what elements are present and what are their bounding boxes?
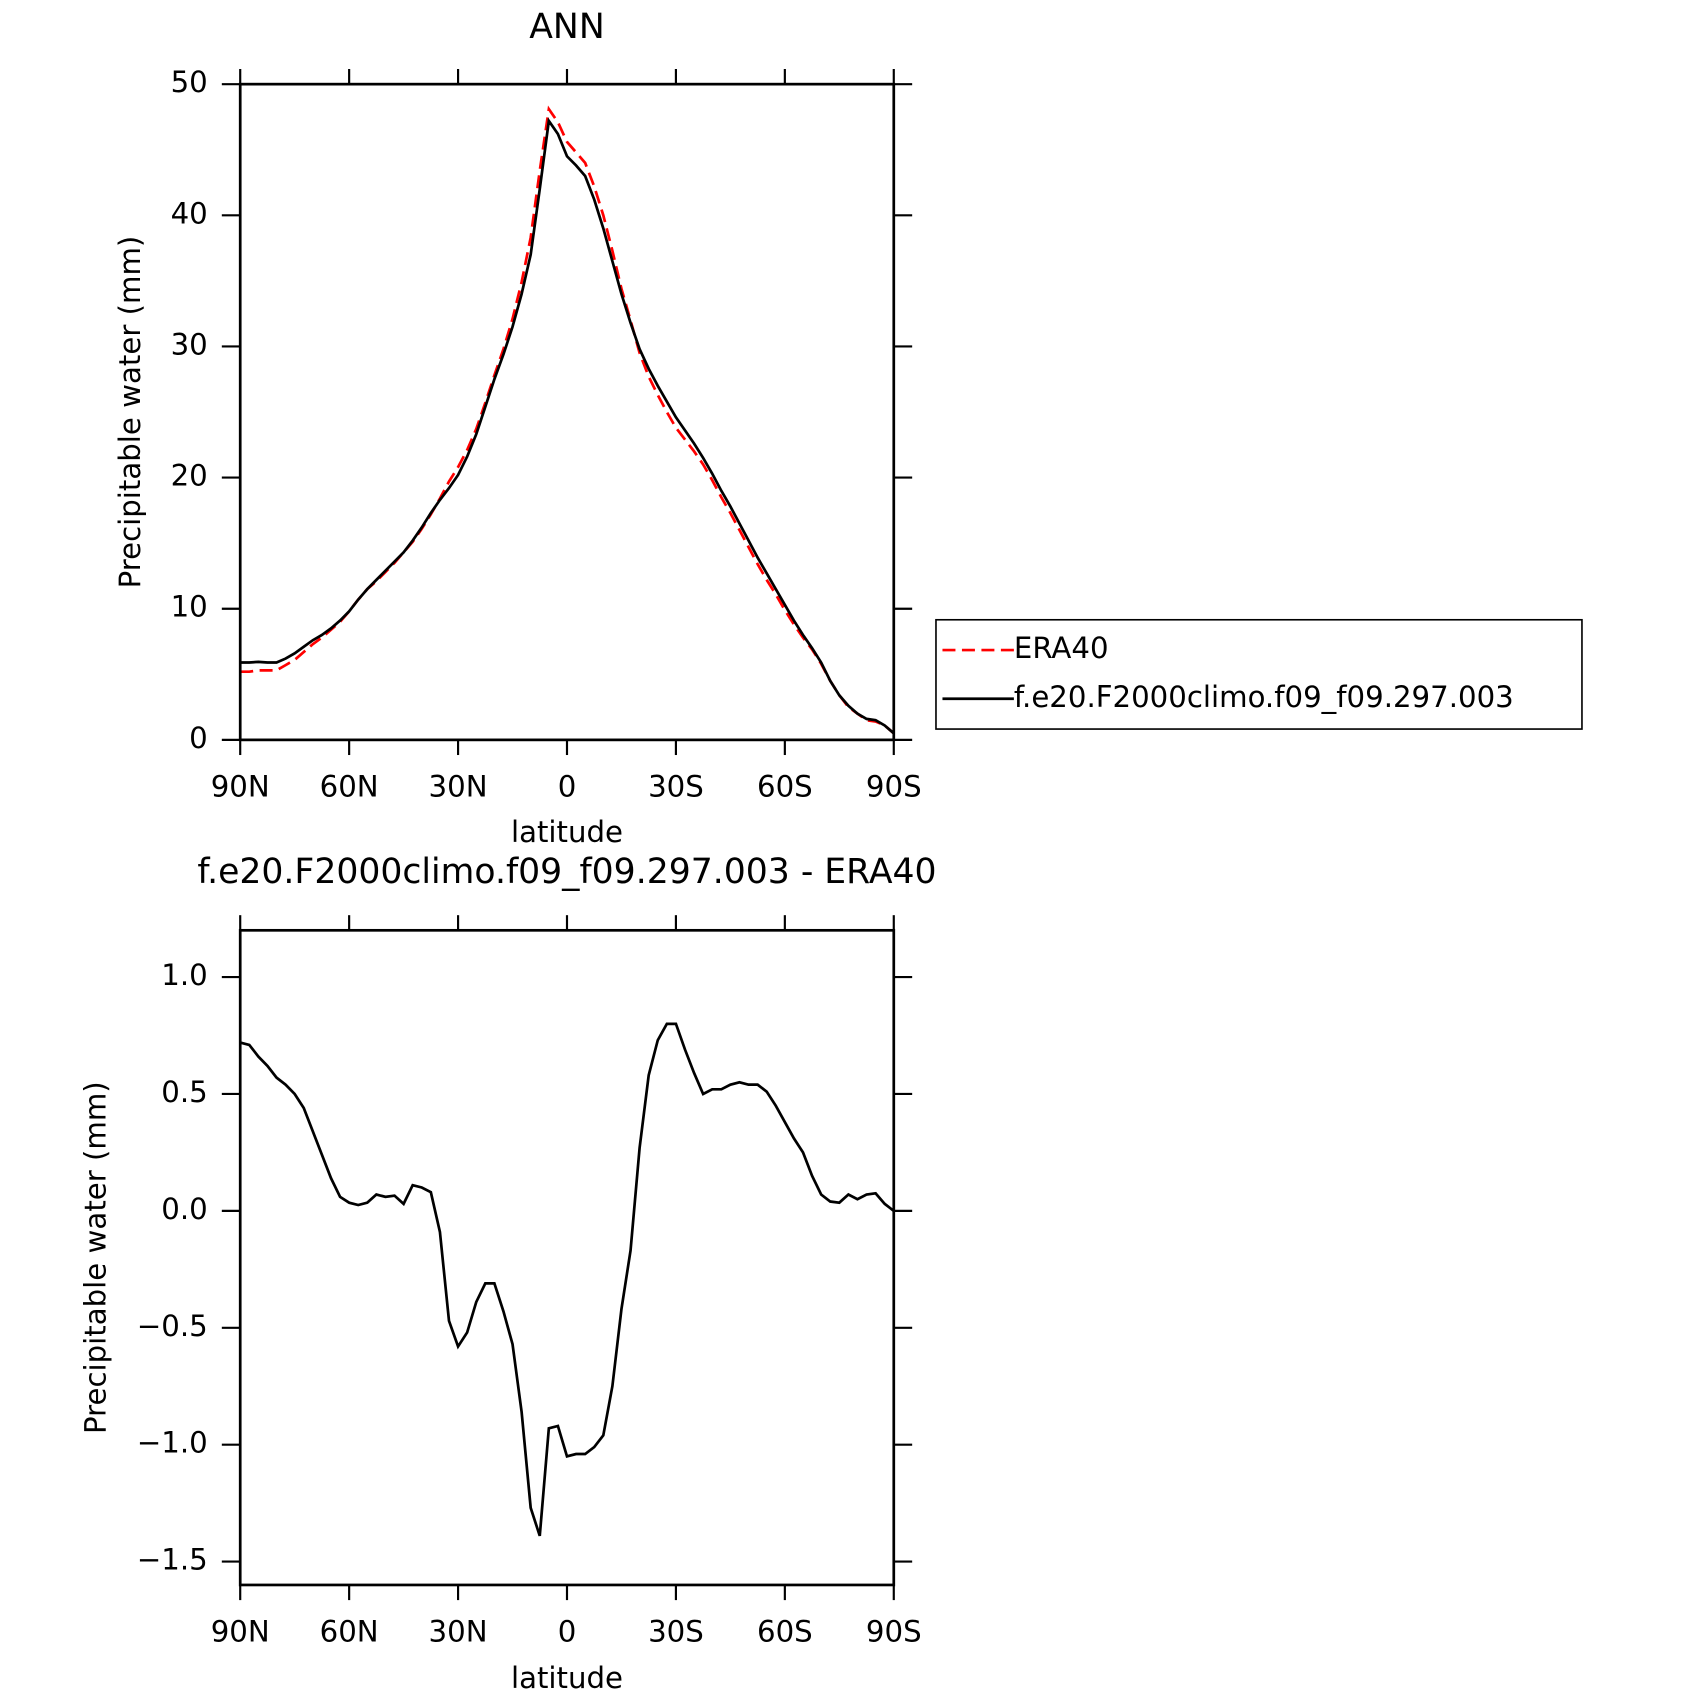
y-tick-label: 0.5 bbox=[161, 1075, 207, 1109]
y-tick-label: 1.0 bbox=[161, 958, 207, 992]
plot-frame bbox=[238, 928, 896, 1587]
x-tick-label: 0 bbox=[558, 770, 577, 804]
data-line bbox=[240, 117, 895, 735]
y-tick-label: −1.5 bbox=[137, 1543, 208, 1577]
y-axis-label: Precipitable water (mm) bbox=[78, 1081, 112, 1434]
x-tick-label: 60S bbox=[757, 1615, 813, 1649]
x-tick-label: 30S bbox=[648, 1615, 704, 1649]
x-tick-label: 90N bbox=[211, 770, 270, 804]
x-tick-label: 60N bbox=[320, 1615, 379, 1649]
legend: ERA40 f.e20.F2000climo.f09_f09.297.003 bbox=[935, 618, 1583, 730]
x-tick-label: 30S bbox=[648, 770, 704, 804]
x-tick-label: 90N bbox=[211, 1615, 270, 1649]
y-tick-label: 40 bbox=[171, 196, 208, 230]
y-tick-label: 10 bbox=[171, 590, 208, 624]
x-axis-label: latitude bbox=[511, 1661, 623, 1694]
y-tick-label: −0.5 bbox=[137, 1309, 208, 1343]
data-line bbox=[240, 105, 895, 735]
y-tick-label: 50 bbox=[171, 65, 208, 99]
x-axis-label: latitude bbox=[511, 815, 623, 849]
y-tick-label: 20 bbox=[171, 459, 208, 493]
legend-box bbox=[935, 618, 1583, 730]
data-line bbox=[239, 1022, 895, 1537]
y-tick-label: 0.0 bbox=[161, 1192, 207, 1226]
x-tick-label: 0 bbox=[558, 1615, 577, 1649]
legend-label: ERA40 bbox=[1014, 631, 1109, 665]
x-tick-label: 60N bbox=[320, 770, 379, 804]
plot-frame bbox=[238, 82, 896, 742]
x-tick-label: 30N bbox=[429, 1615, 488, 1649]
chart-title: f.e20.F2000climo.f09_f09.297.003 - ERA40 bbox=[197, 852, 936, 892]
y-axis-label: Precipitable water (mm) bbox=[113, 236, 147, 589]
y-tick-label: 30 bbox=[171, 327, 208, 361]
chart-title: ANN bbox=[529, 7, 604, 47]
x-tick-label: 90S bbox=[866, 1615, 922, 1649]
y-tick-label: 0 bbox=[189, 721, 208, 755]
x-tick-label: 60S bbox=[757, 770, 813, 804]
x-tick-label: 90S bbox=[866, 770, 922, 804]
legend-label: f.e20.F2000climo.f09_f09.297.003 bbox=[1014, 680, 1514, 714]
x-tick-label: 30N bbox=[429, 770, 488, 804]
y-tick-label: −1.0 bbox=[137, 1426, 208, 1460]
